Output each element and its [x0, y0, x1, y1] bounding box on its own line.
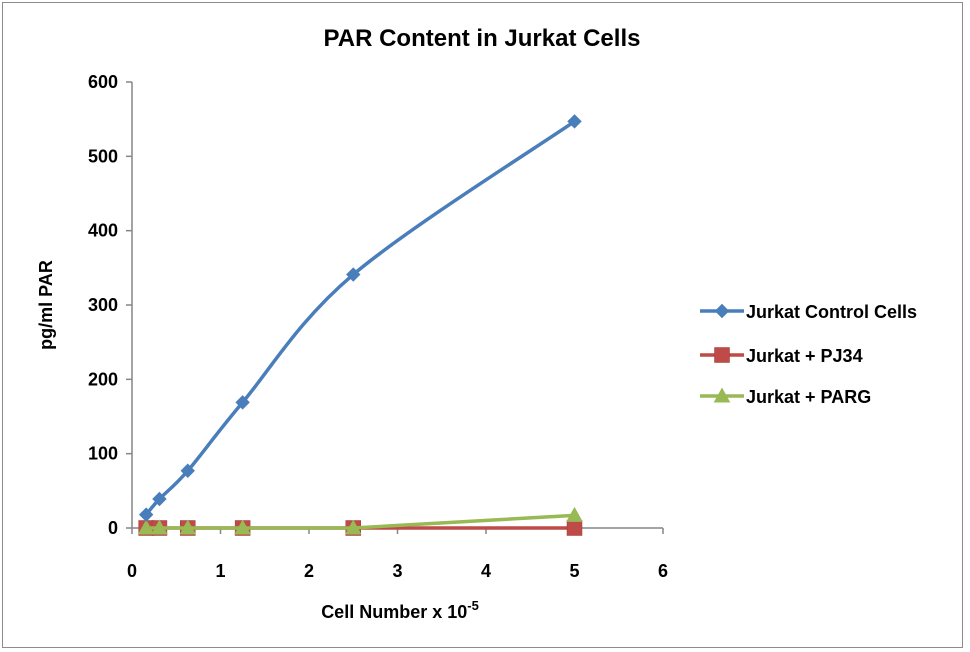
x-axis-label: Cell Number x 10-5	[321, 598, 479, 622]
legend-item: Jurkat Control Cells	[700, 302, 917, 322]
y-tick-label: 500	[88, 146, 118, 166]
y-tick-label: 0	[108, 518, 118, 538]
x-tick-label: 5	[569, 561, 579, 581]
data-point	[138, 507, 154, 522]
data-point	[179, 519, 197, 535]
y-tick-label: 600	[88, 72, 118, 92]
data-point	[235, 395, 250, 410]
axes: 0 100 200 300 400 500 600 0 1 2 3 4 5 6	[88, 72, 668, 581]
legend-marker	[714, 347, 730, 363]
data-point	[566, 506, 583, 522]
series-2	[137, 506, 583, 535]
x-tick-label: 2	[304, 561, 314, 581]
series-layer	[137, 114, 583, 536]
x-tick-label: 1	[215, 561, 225, 581]
x-axis-label-exponent: -5	[467, 598, 479, 613]
x-axis-label-base: Cell Number x 10	[321, 602, 467, 622]
x-tick-label: 4	[481, 561, 491, 581]
legend-item: Jurkat + PARG	[700, 387, 871, 407]
y-tick-label: 100	[88, 444, 118, 464]
x-tick-label: 3	[392, 561, 402, 581]
data-point	[346, 267, 361, 282]
x-tick-label: 0	[127, 561, 137, 581]
chart-title: PAR Content in Jurkat Cells	[324, 25, 641, 52]
data-point	[566, 520, 583, 536]
data-point	[567, 114, 582, 129]
data-point	[344, 519, 362, 535]
legend-item: Jurkat + PJ34	[700, 346, 863, 366]
y-tick-label: 200	[88, 369, 118, 389]
y-axis-label: pg/ml PAR	[36, 260, 56, 350]
data-point	[152, 491, 167, 507]
y-tick-label: 400	[88, 221, 118, 241]
y-tick-label: 300	[88, 295, 118, 315]
legend-marker	[714, 303, 730, 319]
legend: Jurkat Control Cells Jurkat + PJ34 Jurkat …	[700, 302, 917, 407]
legend-label: Jurkat + PARG	[746, 387, 871, 407]
data-point	[137, 519, 155, 535]
data-point	[234, 519, 251, 535]
series-line	[144, 119, 576, 516]
legend-label: Jurkat Control Cells	[746, 302, 917, 322]
legend-marker	[713, 387, 731, 403]
data-point	[151, 519, 168, 535]
data-point	[180, 463, 195, 478]
legend-label: Jurkat + PJ34	[746, 346, 863, 366]
x-tick-label: 6	[658, 561, 668, 581]
series-0	[138, 114, 582, 522]
